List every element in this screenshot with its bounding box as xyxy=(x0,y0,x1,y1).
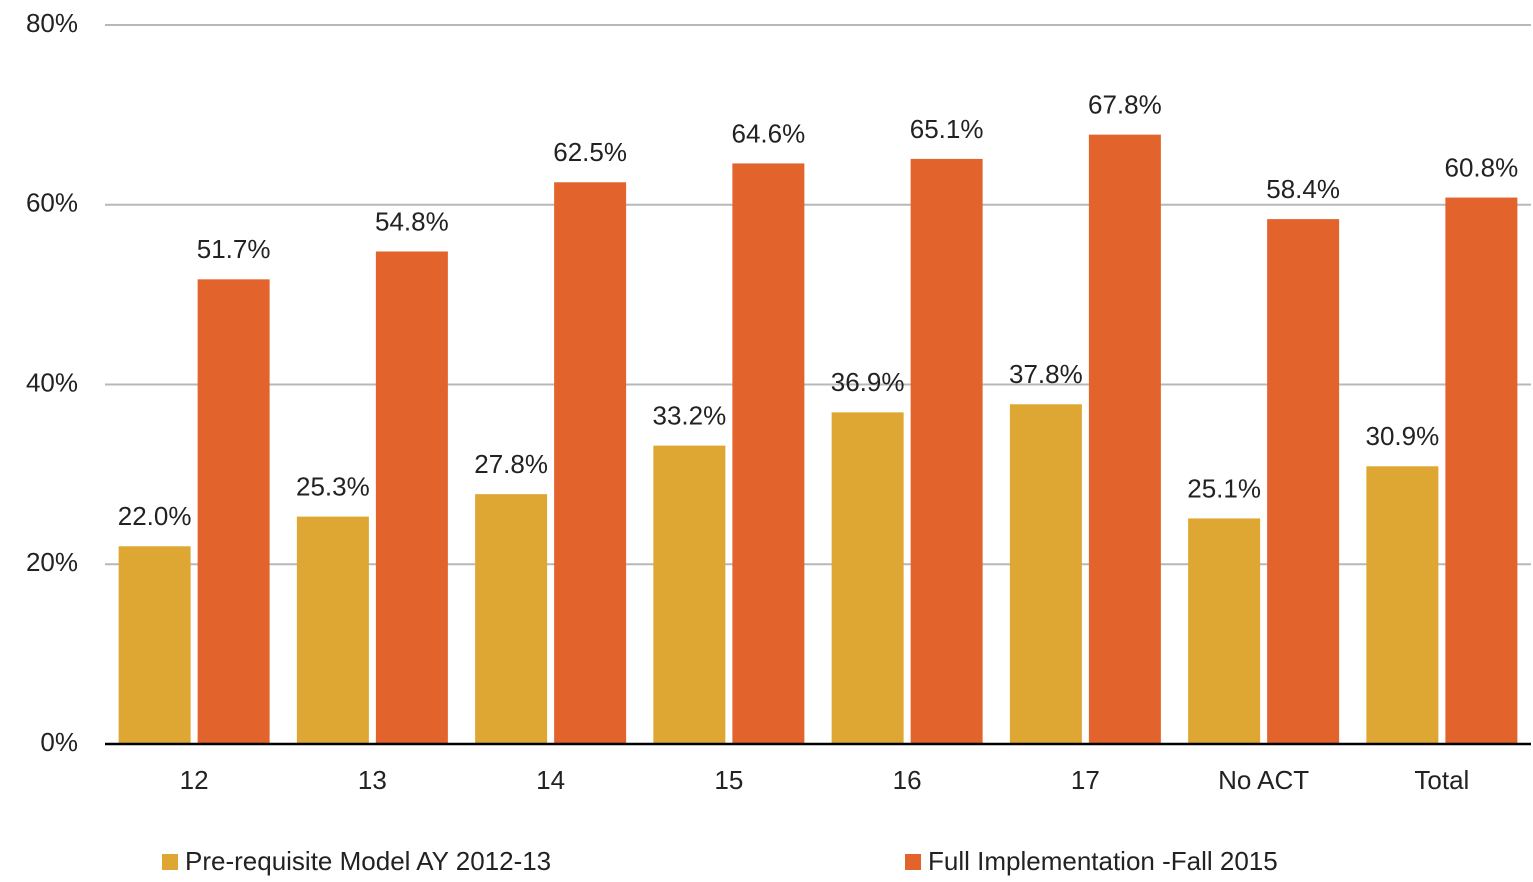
value-label: 27.8% xyxy=(474,449,548,479)
x-tick-label: No ACT xyxy=(1218,765,1309,795)
value-label: 25.3% xyxy=(296,471,370,501)
y-tick-label: 20% xyxy=(26,547,78,577)
bar xyxy=(554,182,627,744)
value-label: 67.8% xyxy=(1088,90,1162,120)
x-tick-label: 15 xyxy=(714,765,743,795)
bar xyxy=(732,163,805,745)
x-tick-label: 16 xyxy=(893,765,922,795)
bar xyxy=(197,279,270,744)
value-label: 37.8% xyxy=(1009,359,1083,389)
value-label: 33.2% xyxy=(653,400,727,430)
bar xyxy=(910,158,983,744)
x-tick-label: Total xyxy=(1414,765,1469,795)
x-tick-label: 17 xyxy=(1071,765,1100,795)
value-label: 64.6% xyxy=(732,118,806,148)
bar xyxy=(1366,466,1439,744)
bar xyxy=(1009,404,1082,744)
x-tick-label: 12 xyxy=(180,765,209,795)
bar xyxy=(653,445,726,744)
value-label: 25.1% xyxy=(1187,473,1261,503)
value-label: 30.9% xyxy=(1366,421,1440,451)
bar xyxy=(296,516,369,744)
legend-label: Full Implementation -Fall 2015 xyxy=(928,846,1278,876)
bar xyxy=(1088,134,1161,744)
legend-swatch xyxy=(905,854,921,870)
bar xyxy=(831,412,904,744)
x-tick-label: 14 xyxy=(536,765,565,795)
bar xyxy=(1188,518,1261,744)
value-label: 58.4% xyxy=(1266,174,1340,204)
value-label: 51.7% xyxy=(197,234,271,264)
legend-swatch xyxy=(162,854,178,870)
value-label: 22.0% xyxy=(118,501,192,531)
y-tick-label: 80% xyxy=(26,8,78,38)
bar xyxy=(375,251,448,745)
legend-label: Pre-requisite Model AY 2012-13 xyxy=(185,846,551,876)
value-label: 54.8% xyxy=(375,206,449,236)
value-label: 36.9% xyxy=(831,367,905,397)
y-tick-label: 60% xyxy=(26,188,78,218)
bar xyxy=(475,494,548,744)
bar xyxy=(1445,197,1518,744)
value-label: 60.8% xyxy=(1445,152,1519,182)
value-label: 62.5% xyxy=(553,137,627,167)
bar xyxy=(1267,219,1340,744)
y-tick-label: 0% xyxy=(40,727,78,757)
bar xyxy=(118,546,191,744)
y-tick-label: 40% xyxy=(26,367,78,397)
value-label: 65.1% xyxy=(910,114,984,144)
x-tick-label: 13 xyxy=(358,765,387,795)
